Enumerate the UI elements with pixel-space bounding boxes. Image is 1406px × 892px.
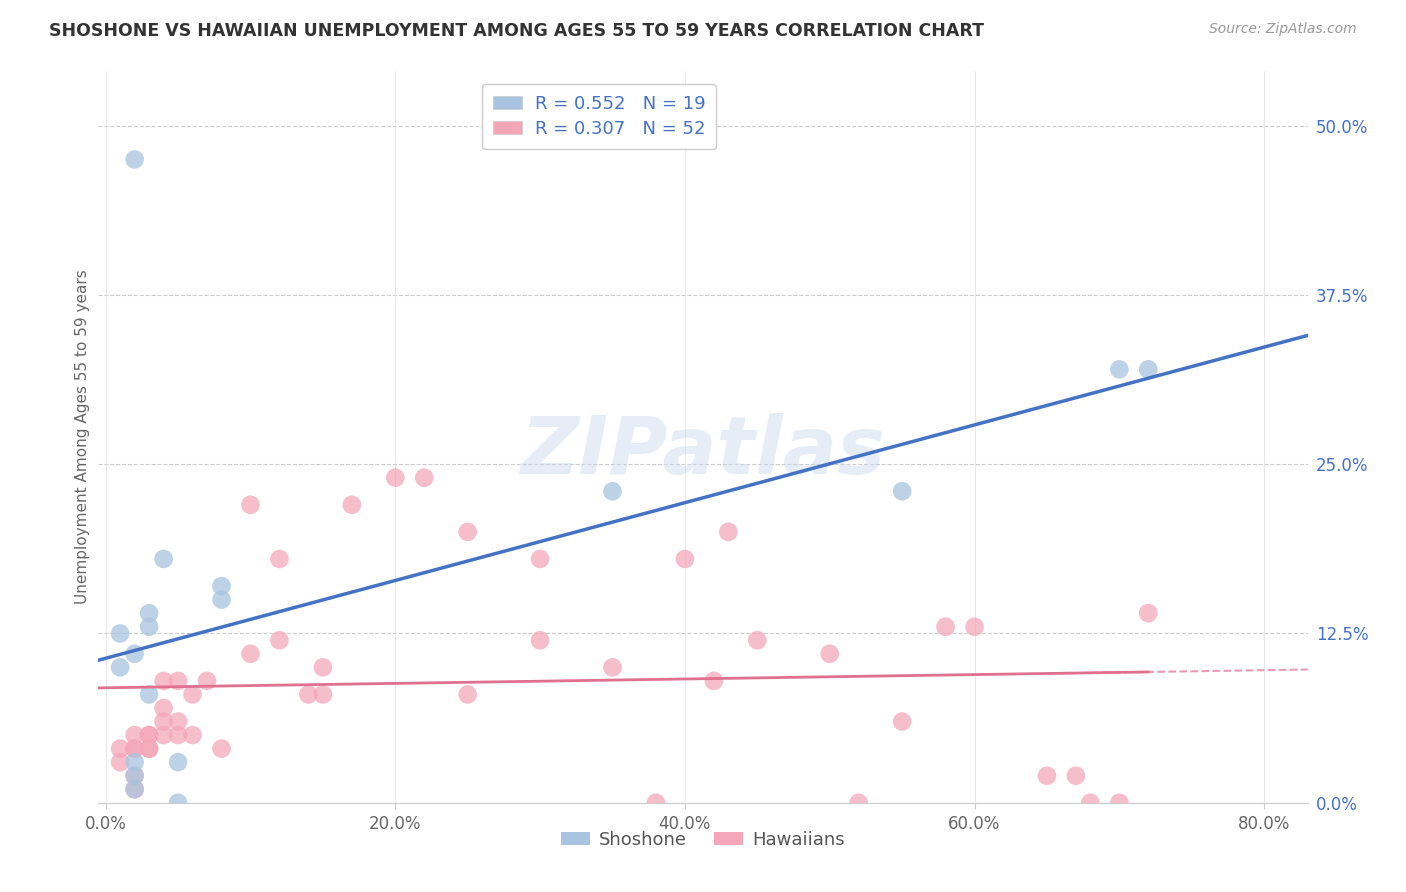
Point — [457, 688, 479, 702]
Point — [848, 796, 870, 810]
Point — [413, 471, 436, 485]
Point — [602, 660, 624, 674]
Legend: Shoshone, Hawaiians: Shoshone, Hawaiians — [554, 823, 852, 856]
Point — [124, 782, 146, 797]
Point — [529, 633, 551, 648]
Point — [645, 796, 668, 810]
Point — [703, 673, 725, 688]
Point — [1036, 769, 1059, 783]
Point — [138, 728, 160, 742]
Point — [891, 484, 914, 499]
Text: SHOSHONE VS HAWAIIAN UNEMPLOYMENT AMONG AGES 55 TO 59 YEARS CORRELATION CHART: SHOSHONE VS HAWAIIAN UNEMPLOYMENT AMONG … — [49, 22, 984, 40]
Point — [108, 741, 131, 756]
Point — [124, 769, 146, 783]
Point — [211, 579, 233, 593]
Point — [124, 741, 146, 756]
Point — [167, 728, 190, 742]
Point — [181, 688, 204, 702]
Point — [124, 153, 146, 167]
Point — [152, 552, 174, 566]
Text: ZIPatlas: ZIPatlas — [520, 413, 886, 491]
Point — [239, 647, 262, 661]
Point — [312, 660, 335, 674]
Point — [717, 524, 740, 539]
Point — [1108, 796, 1130, 810]
Point — [152, 701, 174, 715]
Point — [297, 688, 319, 702]
Point — [108, 626, 131, 640]
Point — [138, 741, 160, 756]
Point — [673, 552, 696, 566]
Point — [239, 498, 262, 512]
Point — [963, 620, 986, 634]
Text: Source: ZipAtlas.com: Source: ZipAtlas.com — [1209, 22, 1357, 37]
Point — [152, 714, 174, 729]
Point — [269, 552, 291, 566]
Point — [269, 633, 291, 648]
Point — [124, 755, 146, 769]
Point — [602, 484, 624, 499]
Point — [211, 592, 233, 607]
Point — [138, 688, 160, 702]
Point — [891, 714, 914, 729]
Point — [124, 728, 146, 742]
Point — [818, 647, 841, 661]
Point — [138, 728, 160, 742]
Point — [181, 728, 204, 742]
Point — [340, 498, 363, 512]
Point — [1080, 796, 1102, 810]
Point — [1064, 769, 1087, 783]
Point — [747, 633, 769, 648]
Point — [167, 673, 190, 688]
Point — [167, 755, 190, 769]
Point — [167, 714, 190, 729]
Point — [384, 471, 406, 485]
Point — [138, 620, 160, 634]
Point — [138, 741, 160, 756]
Point — [529, 552, 551, 566]
Point — [1137, 362, 1160, 376]
Point — [195, 673, 218, 688]
Point — [124, 647, 146, 661]
Point — [312, 688, 335, 702]
Point — [167, 796, 190, 810]
Point — [152, 728, 174, 742]
Point — [124, 769, 146, 783]
Point — [124, 741, 146, 756]
Point — [1108, 362, 1130, 376]
Point — [457, 524, 479, 539]
Point — [108, 755, 131, 769]
Point — [138, 606, 160, 620]
Point — [124, 782, 146, 797]
Point — [152, 673, 174, 688]
Point — [211, 741, 233, 756]
Point — [1137, 606, 1160, 620]
Point — [108, 660, 131, 674]
Point — [935, 620, 957, 634]
Y-axis label: Unemployment Among Ages 55 to 59 years: Unemployment Among Ages 55 to 59 years — [75, 269, 90, 605]
